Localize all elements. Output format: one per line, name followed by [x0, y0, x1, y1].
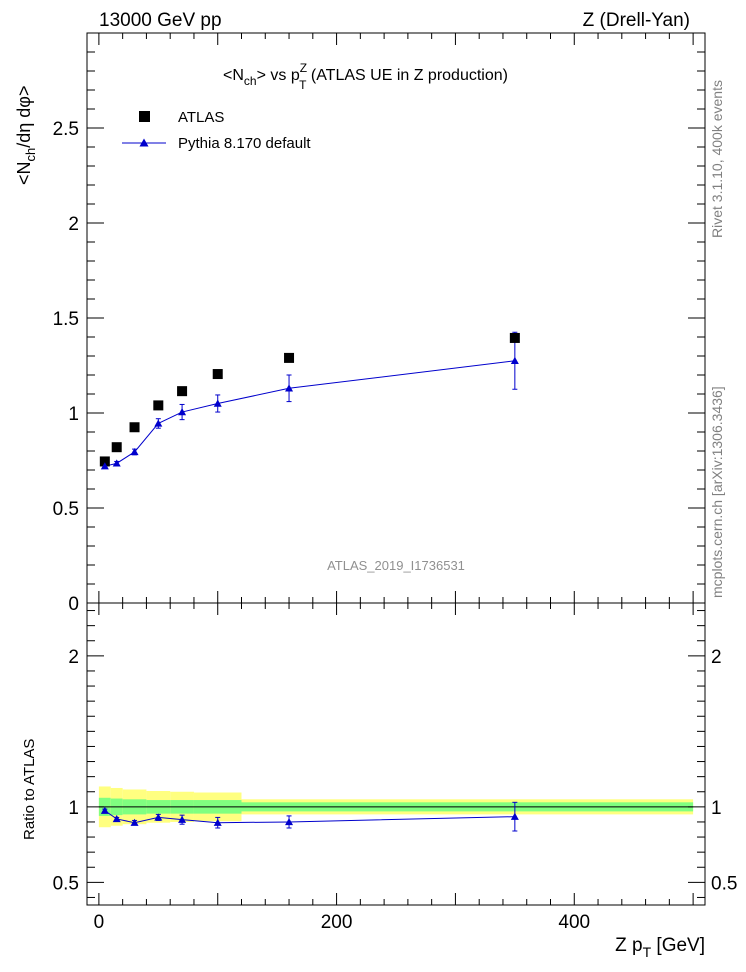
- atlas-point: [509, 332, 520, 343]
- legend-atlas-marker: [139, 111, 150, 122]
- atlas-point: [212, 369, 223, 380]
- y-tick-label-ratio-right: 0.5: [711, 873, 737, 894]
- x-tick-label: 200: [321, 912, 353, 933]
- y-axis-label-ratio: Ratio to ATLAS: [21, 739, 38, 840]
- atlas-point: [99, 456, 110, 467]
- ratio-plot: [100, 801, 519, 832]
- ratio-frame: [86, 602, 706, 906]
- x-axis-label: Z pT [GeV]: [615, 935, 705, 960]
- atlas-point: [111, 442, 122, 453]
- ratio-point: [154, 813, 163, 821]
- ratio-point: [510, 812, 519, 820]
- pythia-point: [130, 447, 139, 456]
- y-tick-label-ratio-right: 2: [711, 647, 722, 668]
- axes: 0 200 400 0 0.5 1 1.5 2 2.5 0.5 0.5 1 1 2 2: [53, 32, 737, 933]
- pythia-point: [213, 399, 222, 407]
- y-tick-label-main: 0: [68, 594, 79, 615]
- legend-atlas-label: ATLAS: [178, 109, 224, 126]
- pythia-point: [285, 384, 294, 392]
- rivet-label: Rivet 3.1.10, 400k events: [709, 80, 725, 238]
- y-tick-label-main: 1: [68, 404, 79, 425]
- y-tick-label-ratio-right: 1: [711, 798, 722, 819]
- legend-pythia-label: Pythia 8.170 default: [178, 135, 311, 152]
- x-tick-label: 0: [94, 912, 105, 933]
- ratio-point: [130, 818, 139, 826]
- ratio-uncertainty-bands: [98, 786, 694, 828]
- y-tick-label-ratio-left: 0.5: [53, 873, 79, 894]
- pythia-point: [510, 356, 519, 364]
- pythia-point: [112, 459, 121, 467]
- ratio-point: [178, 815, 187, 823]
- ratio-point: [213, 818, 222, 826]
- header-left: 13000 GeV pp: [99, 10, 222, 31]
- atlas-point: [177, 386, 188, 397]
- ratio-point: [112, 814, 121, 823]
- y-axis-label-main: <Nch/dη dφ>: [14, 86, 38, 185]
- pythia-point: [154, 419, 163, 427]
- ratio-point: [285, 817, 294, 826]
- y-tick-label-ratio-left: 2: [68, 647, 79, 668]
- y-tick-label-main: 2: [68, 214, 79, 235]
- x-tick-label: 400: [558, 912, 590, 933]
- ratio-series-line: [104, 810, 515, 824]
- y-tick-label-main: 2.5: [53, 119, 79, 140]
- ratio-point: [100, 806, 109, 814]
- main-plot: [99, 331, 520, 470]
- legend: ATLAS Pythia 8.170 default: [122, 109, 311, 152]
- y-tick-label-main: 1.5: [53, 309, 79, 330]
- analysis-watermark: ATLAS_2019_I1736531: [327, 558, 465, 573]
- atlas-point: [153, 400, 164, 411]
- chart-title: <Nch> vs pZ T (ATLAS UE in Z production): [223, 61, 508, 92]
- legend-pythia-marker: [139, 138, 149, 147]
- pythia-point: [100, 462, 109, 470]
- pythia-point: [178, 408, 187, 416]
- header-right: Z (Drell-Yan): [583, 10, 690, 31]
- atlas-point: [129, 422, 140, 433]
- atlas-point: [284, 352, 295, 363]
- y-tick-label-main: 0.5: [53, 499, 79, 520]
- mcplots-label: mcplots.cern.ch [arXiv:1306.3436]: [709, 386, 725, 598]
- y-tick-label-ratio-left: 1: [68, 798, 79, 819]
- pythia-series-line: [104, 360, 515, 467]
